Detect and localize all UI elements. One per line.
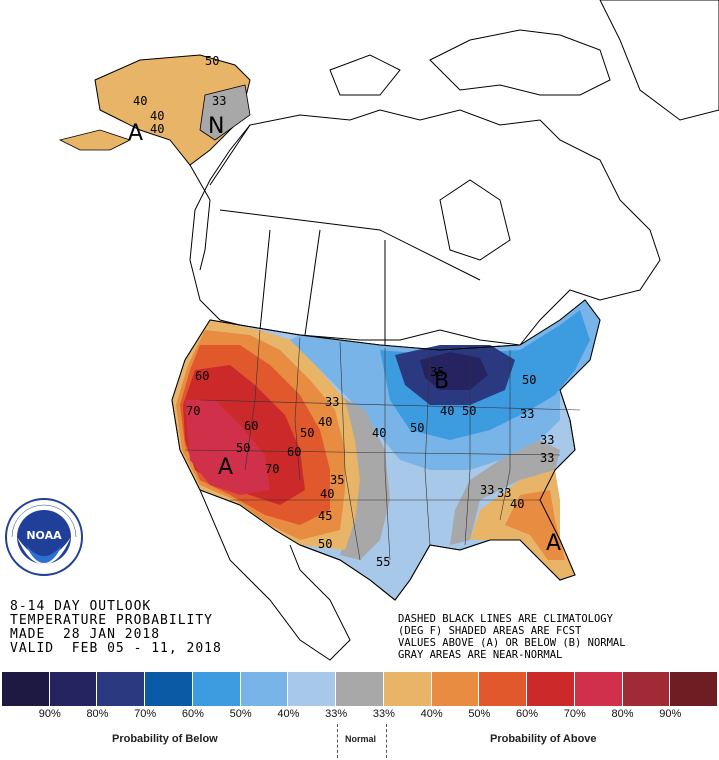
legend-label: 40% [420, 708, 443, 720]
legend-swatch [574, 672, 623, 706]
legend-caption-above: Probability of Above [490, 733, 597, 745]
canada-outline [189, 0, 719, 346]
legend-label: 90% [38, 708, 61, 720]
contour-label: 60 [244, 419, 258, 433]
contour-label: 40 [133, 94, 147, 108]
contour-label: 33 [520, 407, 534, 421]
legend-label-spacer [694, 708, 718, 722]
contour-label: 50 [236, 441, 250, 455]
contour-label: 70 [265, 462, 279, 476]
contour-label: 60 [195, 369, 209, 383]
region-label-alaska-above: A [128, 121, 143, 146]
region-label-southeast-above: A [546, 531, 561, 556]
contour-label: 33 [480, 483, 494, 497]
noaa-logo: NOAA [5, 498, 83, 576]
contour-label: 40 [510, 497, 524, 511]
legend-label: 33% [325, 708, 348, 720]
alaska-region [58, 54, 251, 166]
contour-label: 60 [287, 445, 301, 459]
legend-label: 50% [229, 708, 252, 720]
contour-label: 40 [150, 122, 164, 136]
legend-caption-normal: Normal [345, 734, 377, 744]
legend-swatch [240, 672, 289, 706]
legend-swatch [527, 672, 575, 706]
title-line-probability: TEMPERATURE PROBABILITY [10, 613, 214, 628]
region-label-lakes-below: B [434, 369, 449, 394]
legend-swatch [622, 672, 671, 706]
title-block: 8-14 DAY OUTLOOK TEMPERATURE PROBABILITY… [10, 600, 222, 656]
legend-label: 90% [659, 708, 682, 720]
notes-line-2: (DEG F) SHADED AREAS ARE FCST [398, 625, 582, 637]
legend-label: 60% [181, 708, 204, 720]
legend-label: 80% [611, 708, 634, 720]
legend-swatch [145, 672, 193, 706]
legend-separator-left [337, 724, 338, 758]
notes-line-3: VALUES ABOVE (A) OR BELOW (B) NORMAL [398, 637, 626, 649]
legend-caption-below: Probability of Below [112, 733, 218, 745]
legend-label: 33% [372, 708, 395, 720]
contour-label: 35 [330, 473, 344, 487]
contour-label: 33 [325, 395, 339, 409]
legend-swatch [97, 672, 146, 706]
contour-label: 40 [150, 109, 164, 123]
notes-line-1: DASHED BLACK LINES ARE CLIMATOLOGY [398, 613, 613, 625]
legend-swatch [479, 672, 528, 706]
contour-label: 50 [462, 404, 476, 418]
contour-label: 33 [540, 433, 554, 447]
noaa-logo-text: NOAA [26, 529, 62, 542]
legend-label-spacer [2, 708, 26, 722]
title-line-made: MADE 28 JAN 2018 [10, 627, 161, 642]
legend-label: 50% [468, 708, 491, 720]
legend-swatch [336, 672, 384, 706]
contour-label: 50 [410, 421, 424, 435]
legend-swatch [383, 672, 432, 706]
title-line-outlook: 8-14 DAY OUTLOOK [10, 599, 152, 614]
title-line-valid: VALID FEB 05 - 11, 2018 [10, 641, 222, 656]
region-label-alaska-normal: N [208, 114, 224, 139]
contour-label: 45 [318, 509, 332, 523]
legend-label: 70% [563, 708, 586, 720]
contour-label: 70 [186, 404, 200, 418]
contour-label: 55 [376, 555, 390, 569]
contour-label: 35 [430, 365, 444, 379]
legend-label: 60% [516, 708, 539, 720]
legend-color-bar [2, 672, 719, 706]
legend-swatch [670, 672, 719, 706]
contour-label: 50 [300, 426, 314, 440]
legend-labels: 90% 80% 70% 60% 50% 40% 33% 33% 40% 50% 60% 70% 80% 9… [2, 708, 718, 722]
contour-label: 33 [212, 94, 226, 108]
legend-swatch [2, 672, 50, 706]
contour-label: 40 [320, 487, 334, 501]
conus-region [171, 299, 601, 661]
legend-separator-right [386, 724, 387, 758]
legend-label: 80% [86, 708, 109, 720]
legend-label: 70% [134, 708, 157, 720]
legend-swatch [288, 672, 337, 706]
notes-block: DASHED BLACK LINES ARE CLIMATOLOGY (DEG … [398, 613, 626, 661]
contour-label: 33 [497, 486, 511, 500]
contour-label: 50 [318, 537, 332, 551]
legend-label: 40% [277, 708, 300, 720]
contour-label: 40 [318, 415, 332, 429]
contour-label: 50 [205, 54, 219, 68]
contour-label: 50 [522, 373, 536, 387]
notes-line-4: GRAY AREAS ARE NEAR-NORMAL [398, 649, 563, 661]
legend-swatch [49, 672, 98, 706]
contour-label: 33 [540, 451, 554, 465]
legend-swatch [192, 672, 241, 706]
contour-label: 40 [372, 426, 386, 440]
legend-swatch [431, 672, 480, 706]
outlook-map: A N A B A 40 40 50 33 40 60 70 50 40 40 … [58, 0, 719, 661]
contour-label: 40 [440, 404, 454, 418]
region-label-west-above: A [218, 455, 233, 480]
